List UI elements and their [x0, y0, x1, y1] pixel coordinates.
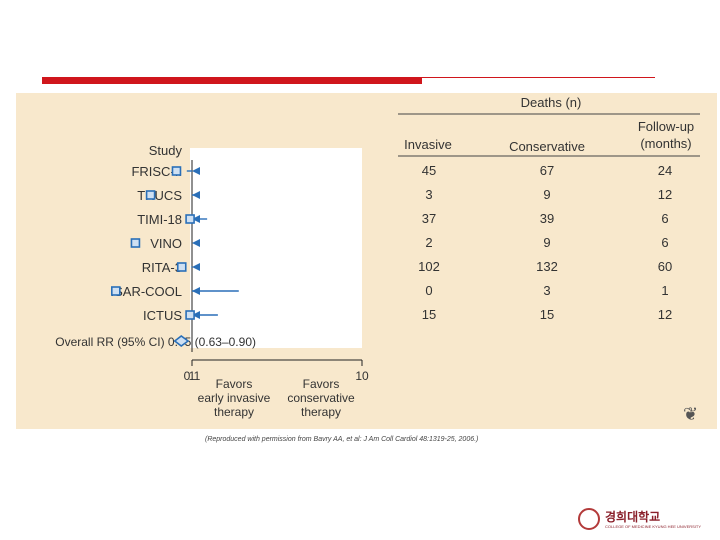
- title-bar-accent: [42, 77, 422, 84]
- conservative-deaths: 132: [536, 259, 558, 274]
- point-estimate: [185, 310, 195, 320]
- favors-left-label: early invasive: [198, 391, 271, 405]
- followup-months: 12: [658, 187, 672, 202]
- ci-arrow: [192, 167, 200, 175]
- study-column-header: Study: [149, 143, 183, 158]
- point-estimate: [145, 190, 156, 200]
- conservative-deaths: 3: [543, 283, 550, 298]
- x-tick-label: 1: [189, 369, 196, 383]
- followup-months: 6: [661, 211, 668, 226]
- invasive-deaths: 3: [425, 187, 432, 202]
- x-tick-label: 10: [355, 369, 369, 383]
- col-header-conservative: Conservative: [509, 139, 585, 154]
- ci-arrow: [192, 263, 200, 271]
- point-estimate: [130, 238, 141, 248]
- study-label: TIMI-18: [137, 212, 182, 227]
- ci-arrow: [192, 215, 200, 223]
- study-label: RITA-3: [142, 260, 182, 275]
- invasive-deaths: 0: [425, 283, 432, 298]
- followup-months: 12: [658, 307, 672, 322]
- invasive-deaths: 102: [418, 259, 440, 274]
- study-label: TRUCS: [137, 188, 182, 203]
- invasive-deaths: 45: [422, 163, 436, 178]
- invasive-deaths: 15: [422, 307, 436, 322]
- favors-left-label: Favors: [216, 377, 253, 391]
- study-label: ISAR-COOL: [110, 284, 182, 299]
- point-estimate: [185, 214, 195, 224]
- followup-months: 6: [661, 235, 668, 250]
- study-label: FRISC-II: [131, 164, 182, 179]
- conservative-deaths: 9: [543, 187, 550, 202]
- overall-label: Overall RR (95% CI) 0.75 (0.63–0.90): [55, 335, 256, 349]
- study-label: VINO: [150, 236, 182, 251]
- figure-caption: (Reproduced with permission from Bavry A…: [205, 436, 479, 443]
- university-logo: 경희대학교 COLLEGE OF MEDICINE KYUNG HEE UNIV…: [578, 506, 713, 534]
- ci-arrow: [192, 239, 200, 247]
- ci-arrow: [192, 311, 200, 319]
- favors-right-label: conservative: [287, 391, 355, 405]
- study-label: ICTUS: [143, 308, 182, 323]
- favors-left-label: therapy: [214, 405, 254, 419]
- university-subtitle: COLLEGE OF MEDICINE KYUNG HEE UNIVERSITY: [605, 524, 702, 529]
- point-estimate: [176, 262, 187, 272]
- overall-diamond: [173, 334, 190, 348]
- university-seal-icon: [578, 508, 600, 530]
- col-header-followup: Follow-up: [638, 119, 694, 134]
- favors-right-label: therapy: [301, 405, 341, 419]
- conservative-deaths: 67: [540, 163, 554, 178]
- university-name: 경희대학교: [605, 510, 661, 524]
- forest-plot-area: [190, 148, 362, 348]
- invasive-deaths: 2: [425, 235, 432, 250]
- point-estimate: [110, 286, 121, 296]
- followup-months: 60: [658, 259, 672, 274]
- conservative-deaths: 39: [540, 211, 554, 226]
- point-estimate: [171, 166, 182, 176]
- conservative-deaths: 15: [540, 307, 554, 322]
- followup-months: 24: [658, 163, 672, 178]
- deaths-header: Deaths (n): [521, 95, 582, 110]
- figure-panel: [16, 93, 717, 429]
- invasive-deaths: 37: [422, 211, 436, 226]
- x-tick-label: 0.1: [184, 369, 201, 383]
- favors-right-label: Favors: [303, 377, 340, 391]
- ci-arrow: [192, 287, 200, 295]
- leaf-icon: ❦: [683, 404, 699, 424]
- col-header-followup-unit: (months): [640, 136, 691, 151]
- title-bar-rule: [422, 77, 655, 78]
- conservative-deaths: 9: [543, 235, 550, 250]
- ci-arrow: [192, 191, 200, 199]
- followup-months: 1: [661, 283, 668, 298]
- col-header-invasive: Invasive: [404, 137, 452, 152]
